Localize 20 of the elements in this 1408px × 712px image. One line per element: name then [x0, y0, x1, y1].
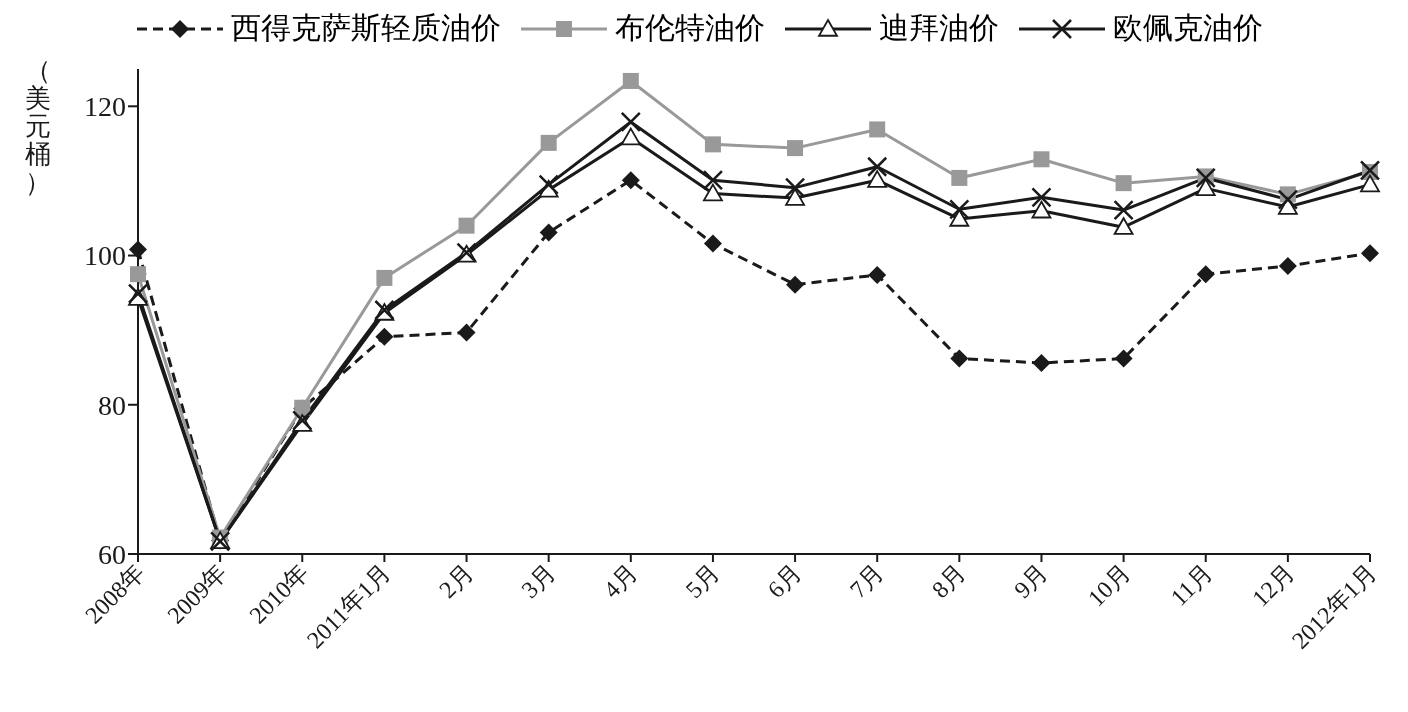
- x-tick-label: 3月: [516, 559, 561, 603]
- x-tick-label: 7月: [844, 559, 889, 603]
- x-tick-label: 9月: [1009, 559, 1053, 603]
- x-tick-label: 6月: [762, 559, 807, 603]
- y-tick-label: 120: [84, 91, 126, 123]
- x-tick-label: 11月: [1165, 559, 1218, 611]
- legend-label: 欧佩克油价: [1113, 10, 1263, 46]
- y-tick-label: 80: [98, 389, 126, 421]
- x-tick-label: 10月: [1082, 559, 1136, 612]
- x-tick-label: 2月: [434, 559, 479, 603]
- x-tick-label: 12月: [1247, 559, 1300, 612]
- legend-label: 西得克萨斯轻质油价: [231, 10, 501, 46]
- x-tick-label: 8月: [927, 559, 971, 603]
- x-tick-label: 4月: [598, 559, 643, 603]
- y-tick-label: 100: [84, 240, 126, 272]
- x-tick-label: 5月: [680, 559, 725, 603]
- y-tick-label: 60: [98, 538, 126, 570]
- legend-label: 迪拜油价: [879, 10, 999, 46]
- legend-label: 布伦特油价: [615, 10, 765, 46]
- y-axis-title: （美元桶）: [25, 56, 51, 197]
